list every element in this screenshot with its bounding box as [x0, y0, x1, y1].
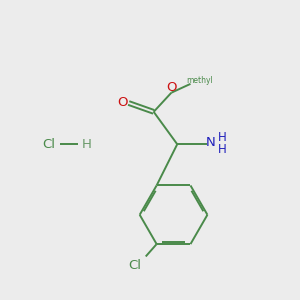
Text: Cl: Cl	[129, 259, 142, 272]
Text: Cl: Cl	[42, 138, 55, 151]
Text: H: H	[218, 143, 226, 156]
Text: O: O	[167, 81, 177, 94]
Text: methyl: methyl	[187, 76, 213, 85]
Text: O: O	[117, 96, 128, 109]
Text: H: H	[218, 131, 226, 144]
Text: N: N	[206, 136, 216, 149]
Text: H: H	[82, 138, 92, 151]
